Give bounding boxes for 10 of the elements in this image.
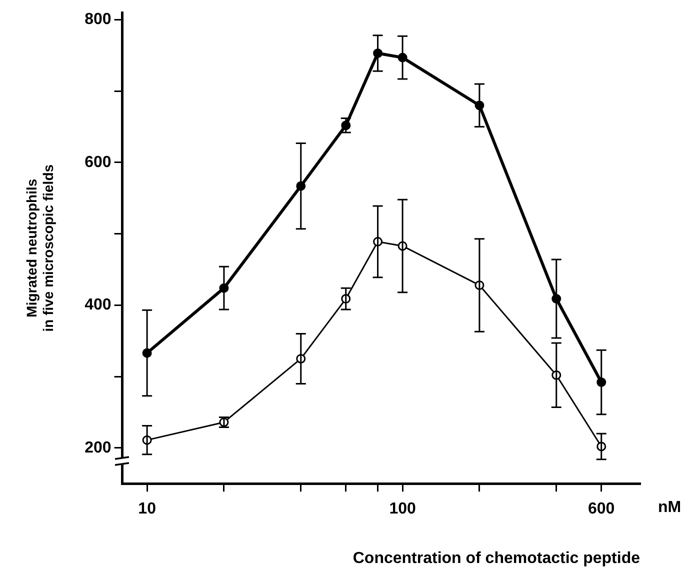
y-tick-label: 800 — [84, 11, 112, 28]
x-tick-label: 100 — [389, 500, 416, 518]
x-tick-label: 600 — [588, 500, 615, 518]
x-tick-label: 10 — [138, 500, 156, 518]
y-tick-label: 200 — [84, 439, 112, 456]
y-axis-title: Migrated neutrophils in five microscopic fields — [23, 164, 56, 332]
y-tick-label: 400 — [84, 296, 112, 314]
x-axis-title: Concentration of chemotactic peptide — [352, 550, 640, 567]
text: nM — [658, 499, 682, 516]
y-tick-label: 600 — [84, 154, 112, 171]
